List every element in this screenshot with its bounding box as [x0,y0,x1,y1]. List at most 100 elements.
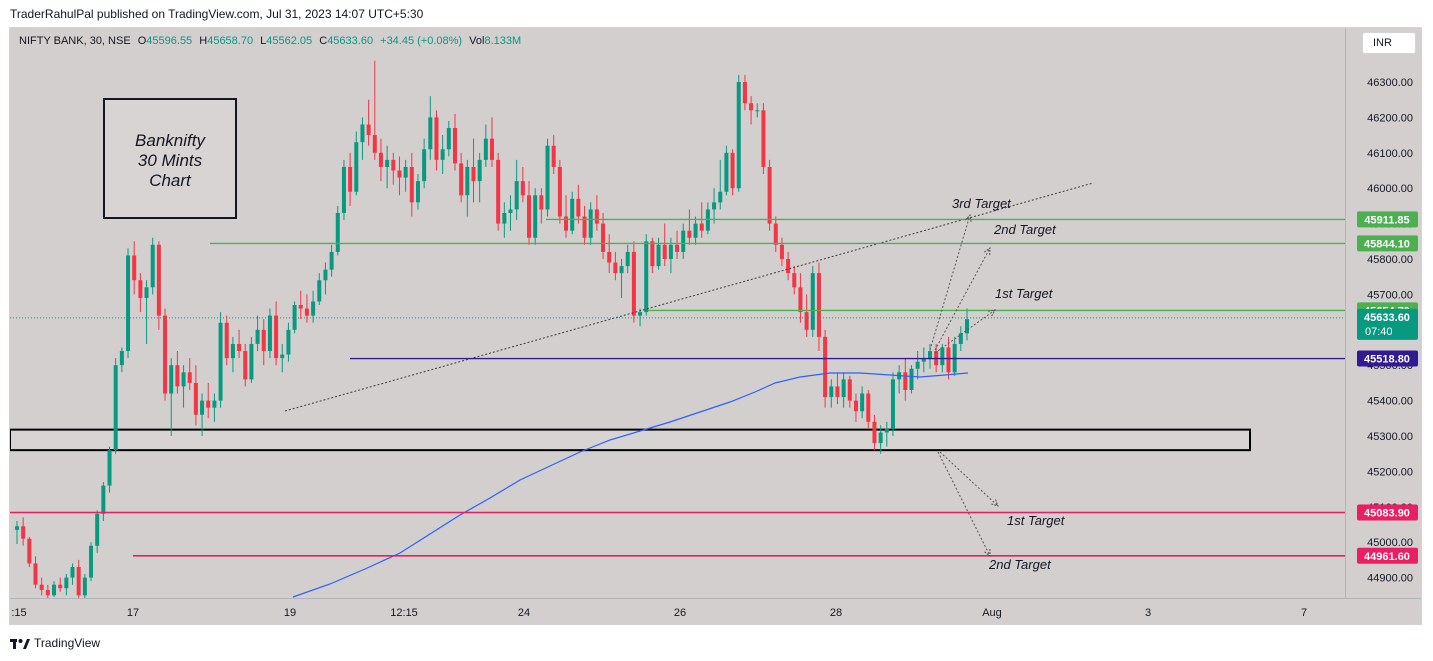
arrow-3rd-target [929,214,971,351]
candle-body [607,251,612,263]
candle-body [218,322,223,401]
candle-body [391,159,396,171]
candle-body [280,354,285,359]
candle-body [742,82,747,104]
arrow-2nd-target-head [984,246,991,256]
candle-body [767,166,772,224]
candle-body [317,280,322,302]
candle-body [755,110,760,112]
candle-body [539,195,544,210]
candle-body [101,485,106,514]
candle-body [693,223,698,238]
candle-body [212,400,217,408]
arrow-down-2nd-target [937,451,991,557]
candle-body [675,244,680,252]
candle-body [940,347,945,366]
y-tick-label: 45700.00 [1367,289,1413,301]
candle-body [397,170,402,178]
candle-body [341,166,346,213]
candle-body [348,166,353,192]
candle-body [286,329,291,355]
published-caption: TraderRahulPal published on TradingView.… [10,7,424,21]
candle-body [446,128,451,150]
candle-body [860,393,865,412]
candle-body [452,128,457,164]
candle-body [39,584,44,590]
candle-body [847,379,852,401]
candle-body [311,301,316,316]
arrow-down-2nd-target-head [984,548,991,558]
candle-body [126,255,131,352]
annotation-line: 30 Mints [138,151,203,170]
candle-body [483,138,488,160]
candle-body [699,223,704,231]
candle-body [409,166,414,203]
candle-body [163,315,168,394]
legend-close: 45633.60 [327,35,374,47]
x-tick-label: 28 [830,607,842,619]
currency-button[interactable]: INR [1362,32,1416,54]
candle-body [21,526,26,539]
candle-body [181,372,186,387]
label-down-1st-target: 1st Target [1007,513,1066,528]
candle-body [224,322,229,359]
candle-body [804,312,809,330]
candle-body [372,135,377,153]
candle-body [730,152,735,189]
candle-body [520,181,525,196]
candles-layer [10,60,1251,598]
price-tag-45911.85 [1357,211,1418,228]
candle-body [946,347,951,373]
legend-open-key: O [137,35,147,47]
candle-body [261,329,266,352]
y-tick-label: 46100.00 [1367,148,1413,160]
candle-body [33,563,38,585]
candle-body [255,329,260,344]
candle-body [588,209,593,238]
y-tick-label: 45000.00 [1367,537,1413,549]
candle-body [564,216,569,231]
candle-body [903,372,908,390]
candle-body [853,400,858,412]
annotation-line: Banknifty [135,131,206,150]
legend-high: 45658.70 [207,35,254,47]
candle-body [773,223,778,245]
candle-body [749,103,754,111]
arrow-3rd-target-head [964,213,972,222]
candle-body [477,159,482,182]
y-tick-label: 45200.00 [1367,466,1413,478]
candle-body [366,124,371,136]
legend-volume-key: Vol [469,35,485,47]
candle-body [206,400,211,408]
legend-low: 45562.05 [266,35,313,47]
chart-frame[interactable] [9,27,1422,625]
candle-body [113,365,118,451]
candle-body [841,379,846,398]
candle-body [533,195,538,238]
candle-body [909,368,914,390]
bar-countdown: 07:40 [1365,326,1393,338]
x-tick-label: 12:15 [390,607,418,619]
candle-body [816,273,821,337]
candle-body [644,241,649,313]
legend-high-key: H [199,35,208,47]
legend-symbol: NIFTY BANK, 30, NSE [19,35,131,47]
candle-body [570,198,575,231]
price-tag-text: 44961.60 [1364,551,1410,563]
price-tag-45518.80 [1357,350,1418,367]
y-tick-label: 46300.00 [1367,77,1413,89]
candle-body [193,382,198,415]
candle-body [230,343,235,359]
candle-body [576,198,581,217]
x-tick-label: 7 [1301,607,1307,619]
candle-body [964,319,970,334]
footer-brand[interactable]: TradingView [10,636,100,650]
axes-layer: 44900.0045000.0045100.0045200.0045300.00… [10,28,1421,619]
label-3rd-target: 3rd Target [952,196,1012,211]
candle-body [82,577,87,596]
candle-body [329,251,334,270]
candle-body [601,223,606,252]
candle-body [681,230,686,252]
candle-body [378,152,383,167]
